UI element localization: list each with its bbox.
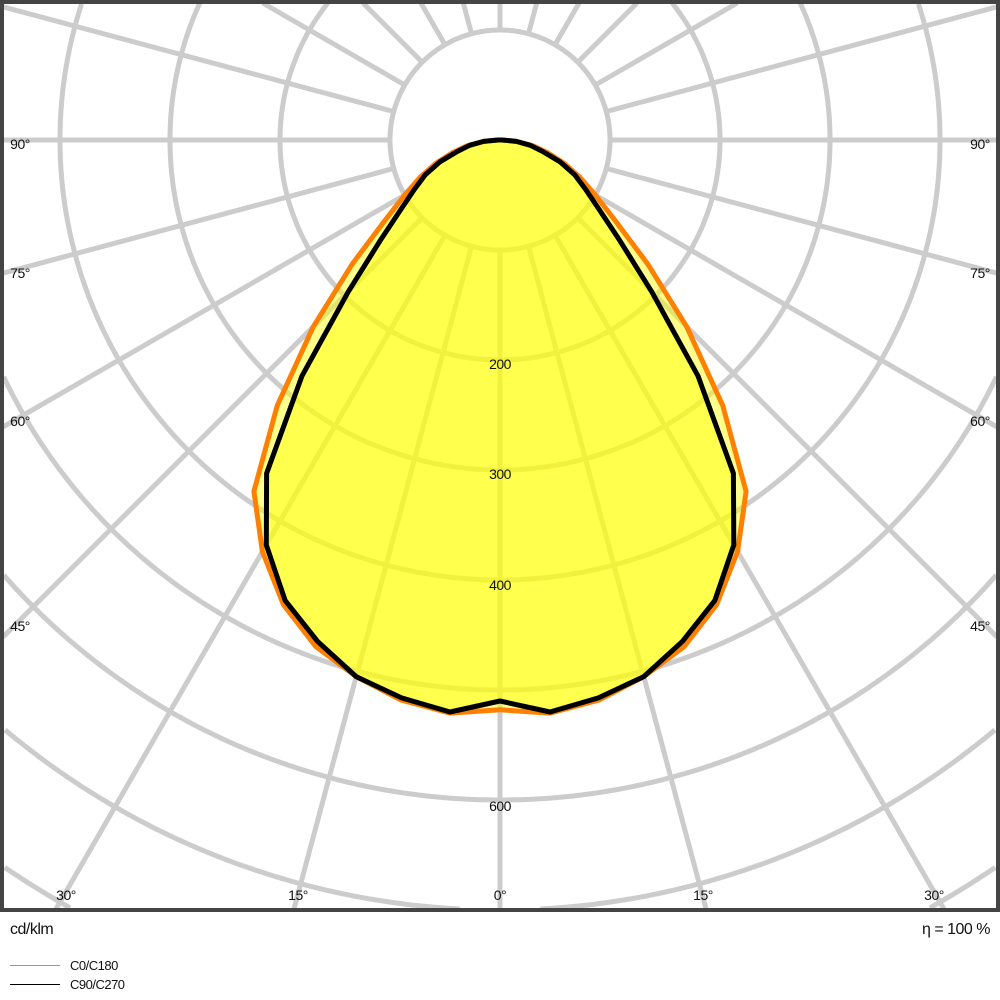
fill-c90-c270 — [266, 140, 734, 712]
legend-item-c90-c270: C90/C270 — [10, 977, 125, 992]
legend-label: C0/C180 — [70, 958, 118, 973]
legend-item-c0-c180: C0/C180 — [10, 958, 118, 973]
grid-spoke-330 — [53, 234, 448, 911]
grid-ring-200 — [277, 1, 723, 363]
grid-spoke-150 — [552, 1, 582, 46]
grid-spoke-15 — [526, 245, 709, 910]
grid-spoke-30 — [552, 234, 947, 911]
grid-spoke-225 — [361, 1, 424, 64]
legend-swatch-black — [10, 984, 60, 985]
angle-label-bottom-15-left: 15° — [288, 887, 308, 903]
angle-label-bottom-30-right: 30° — [924, 887, 944, 903]
curve-c0-c180 — [251, 137, 749, 716]
ring-label-300: 300 — [489, 466, 511, 482]
grid-spoke-135 — [576, 1, 639, 64]
angle-label-left-90: 90° — [10, 136, 30, 152]
grid-spoke-120 — [594, 0, 739, 88]
grid-spoke-195 — [460, 2, 474, 35]
angle-label-left-45: 45° — [10, 618, 30, 634]
grid-spoke-165 — [526, 2, 540, 35]
angle-label-right-60: 60° — [970, 413, 990, 429]
polar-diagram — [0, 0, 1000, 912]
angle-label-bottom-30-left: 30° — [56, 887, 76, 903]
unit-label: cd/klm — [10, 921, 54, 938]
angle-label-bottom-15-right: 15° — [693, 887, 713, 903]
grid-spoke-255 — [2, 4, 395, 114]
legend-label: C90/C270 — [70, 977, 125, 992]
grid-spoke-300 — [1, 192, 406, 430]
angle-label-right-90: 90° — [970, 136, 990, 152]
intensity-curves — [251, 137, 749, 716]
angle-label-left-75: 75° — [10, 265, 30, 281]
angle-label-right-75: 75° — [970, 265, 990, 281]
grid-spoke-60 — [594, 192, 999, 430]
efficiency-label: η = 100 % — [922, 921, 991, 938]
grid-spoke-345 — [291, 245, 474, 910]
grid-ring-700 — [3, 727, 997, 912]
angle-label-right-45: 45° — [970, 618, 990, 634]
grid-spoke-105 — [605, 4, 998, 114]
ring-label-600: 600 — [489, 798, 511, 814]
angle-label-bottom-0: 0° — [493, 887, 507, 903]
grid-ring-300 — [167, 2, 833, 473]
grid-spoke-210 — [418, 1, 448, 46]
ring-label-400: 400 — [489, 577, 511, 593]
grid-spoke-75 — [605, 166, 998, 276]
curve-c90-c270 — [263, 137, 737, 715]
fill-c0-c180 — [253, 140, 747, 714]
grid-spoke-285 — [2, 166, 395, 276]
ring-label-200: 200 — [489, 356, 511, 372]
polar-grid — [1, 0, 999, 912]
angle-label-left-60: 60° — [10, 413, 30, 429]
plot-frame — [0, 0, 1000, 912]
grid-spoke-240 — [261, 0, 406, 88]
legend-swatch-orange — [10, 965, 60, 966]
